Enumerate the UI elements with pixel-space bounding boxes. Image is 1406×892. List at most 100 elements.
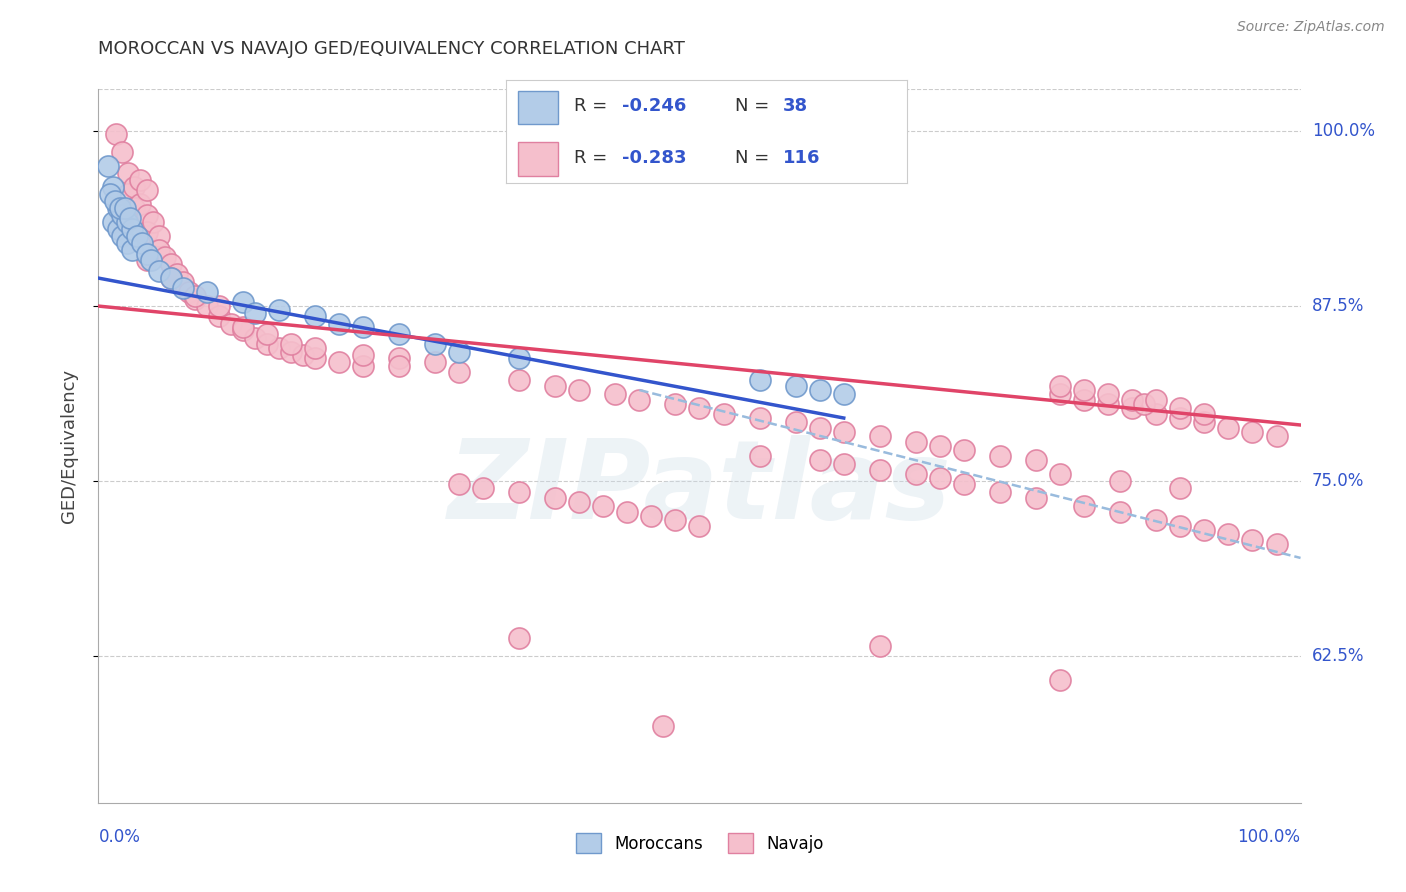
Point [1265, 537, 1288, 551]
Point [129, 197, 152, 211]
Point [688, 401, 710, 416]
Point [280, 345, 302, 359]
Point [328, 318, 350, 332]
Point [1194, 523, 1216, 537]
Point [1049, 467, 1071, 481]
Point [1025, 491, 1047, 505]
Text: 116: 116 [783, 149, 820, 167]
Point [135, 208, 157, 222]
Point [1170, 518, 1192, 533]
Point [118, 211, 141, 225]
Point [1133, 397, 1156, 411]
Point [1121, 401, 1143, 416]
Point [256, 336, 278, 351]
Point [280, 336, 302, 351]
Point [208, 309, 231, 323]
Point [988, 449, 1011, 463]
Point [1049, 387, 1071, 401]
Point [544, 379, 567, 393]
Point [291, 348, 314, 362]
Point [148, 229, 170, 244]
Point [111, 229, 134, 244]
Point [1218, 421, 1240, 435]
Point [904, 467, 927, 481]
Point [1144, 392, 1167, 407]
Point [97, 159, 120, 173]
Point [1218, 527, 1240, 541]
Point [904, 434, 927, 449]
Point [652, 719, 675, 733]
Point [105, 127, 128, 141]
Point [111, 215, 134, 229]
Point [159, 271, 181, 285]
Text: 100.0%: 100.0% [1312, 122, 1375, 140]
Point [172, 281, 194, 295]
Point [108, 201, 131, 215]
Text: R =: R = [574, 97, 613, 115]
Point [869, 639, 891, 653]
Point [1025, 453, 1047, 467]
Point [423, 336, 446, 351]
Point [177, 285, 200, 299]
Point [953, 476, 976, 491]
Point [195, 285, 218, 299]
Point [1073, 499, 1095, 513]
Point [129, 173, 152, 187]
Legend: Moroccans, Navajo: Moroccans, Navajo [569, 827, 830, 860]
Point [447, 476, 470, 491]
Text: MOROCCAN VS NAVAJO GED/EQUIVALENCY CORRELATION CHART: MOROCCAN VS NAVAJO GED/EQUIVALENCY CORRE… [98, 40, 685, 58]
Point [508, 373, 530, 387]
Point [928, 471, 950, 485]
Point [111, 208, 134, 222]
Text: 62.5%: 62.5% [1312, 647, 1364, 665]
Point [135, 225, 157, 239]
Point [111, 145, 134, 160]
Point [352, 348, 374, 362]
Point [508, 485, 530, 500]
Point [135, 247, 157, 261]
Point [1194, 407, 1216, 421]
Point [121, 243, 143, 257]
Point [243, 306, 266, 320]
Point [713, 407, 735, 421]
Point [748, 449, 770, 463]
Point [101, 180, 124, 194]
Point [832, 425, 855, 439]
Point [869, 463, 891, 477]
Point [1049, 379, 1071, 393]
Point [628, 392, 651, 407]
Y-axis label: GED/Equivalency: GED/Equivalency [59, 369, 77, 523]
Point [616, 505, 638, 519]
Point [124, 180, 146, 194]
Point [1073, 383, 1095, 397]
Point [131, 236, 153, 251]
Text: N =: N = [734, 97, 775, 115]
Point [568, 383, 591, 397]
Point [117, 166, 139, 180]
Point [1170, 411, 1192, 425]
Point [1097, 387, 1119, 401]
Point [1073, 392, 1095, 407]
Text: -0.283: -0.283 [623, 149, 688, 167]
Point [328, 355, 350, 369]
Point [664, 513, 686, 527]
Text: N =: N = [734, 149, 775, 167]
Point [808, 383, 831, 397]
Point [988, 485, 1011, 500]
Point [508, 631, 530, 645]
Point [1109, 505, 1132, 519]
Point [304, 341, 326, 355]
Point [640, 508, 662, 523]
Point [125, 229, 148, 244]
Text: R =: R = [574, 149, 613, 167]
Point [1097, 397, 1119, 411]
Point [447, 345, 470, 359]
Point [1170, 481, 1192, 495]
Point [148, 243, 170, 257]
Point [232, 323, 254, 337]
Point [117, 236, 139, 251]
Point [785, 415, 807, 429]
Point [267, 341, 290, 355]
Point [107, 222, 129, 236]
Point [605, 387, 627, 401]
